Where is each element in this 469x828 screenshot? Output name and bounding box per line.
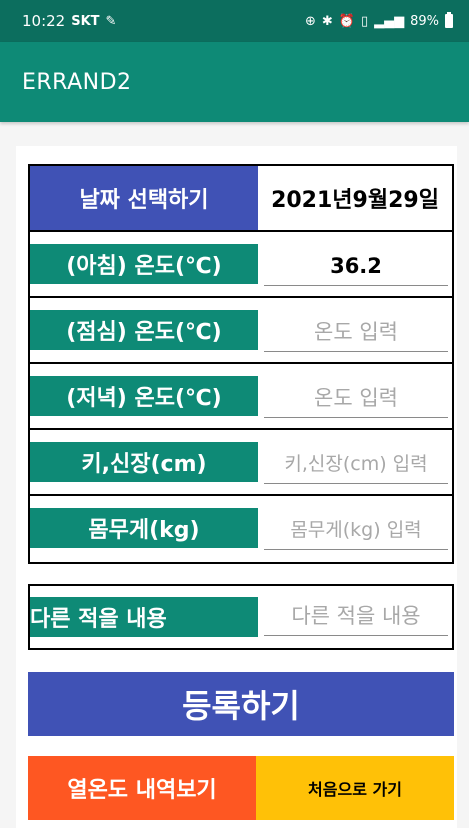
memo-box: 다른 적을 내용: [28, 584, 454, 650]
weight-wrap: [258, 496, 452, 560]
memo-label: 다른 적을 내용: [30, 597, 258, 637]
notification-icon: ✎: [105, 13, 117, 29]
bottom-buttons: 열온도 내역보기 처음으로 가기: [28, 756, 454, 820]
vibrate-icon: ▯: [360, 13, 369, 29]
weight-label: 몸무게(kg): [30, 508, 258, 548]
battery-icon: [445, 12, 453, 28]
status-bar: 10:22 SKT ✎ ⊕ ✱ ⏰ ▯ ▂▄▆ 89%: [0, 0, 469, 42]
lunch-temp-input[interactable]: [264, 312, 448, 352]
lunch-temp-label: (점심) 온도(℃): [30, 310, 258, 350]
date-value: 2021년9월29일: [271, 188, 439, 213]
location-icon: ⊕: [304, 13, 316, 29]
weight-row: 몸무게(kg): [30, 494, 452, 560]
app-bar: ERRAND2: [0, 42, 469, 122]
register-button[interactable]: 등록하기: [28, 672, 454, 736]
morning-temp-input[interactable]: [264, 246, 448, 286]
height-row: 키,신장(cm): [30, 428, 452, 494]
memo-wrap: [258, 586, 452, 648]
battery-percent: 89%: [410, 13, 439, 29]
home-button[interactable]: 처음으로 가기: [256, 756, 454, 820]
bluetooth-icon: ✱: [321, 13, 333, 29]
signal-icon: ▂▄▆: [374, 13, 405, 29]
morning-temp-row: (아침) 온도(℃): [30, 230, 452, 296]
morning-temp-wrap: [258, 232, 452, 296]
history-button[interactable]: 열온도 내역보기: [28, 756, 256, 820]
status-right: ⊕ ✱ ⏰ ▯ ▂▄▆ 89%: [304, 12, 453, 29]
form-box: 날짜 선택하기 2021년9월29일 (아침) 온도(℃) (점심) 온도(℃)…: [28, 164, 454, 564]
dinner-temp-label: (저녁) 온도(℃): [30, 376, 258, 416]
status-left: 10:22 SKT ✎: [22, 12, 116, 30]
date-picker-button[interactable]: 날짜 선택하기: [30, 166, 258, 230]
dinner-temp-wrap: [258, 364, 452, 428]
status-carrier: SKT: [71, 13, 100, 29]
lunch-temp-row: (점심) 온도(℃): [30, 296, 452, 362]
status-time: 10:22: [22, 12, 66, 30]
weight-input[interactable]: [264, 510, 448, 550]
app-title: ERRAND2: [22, 69, 132, 95]
height-wrap: [258, 430, 452, 494]
morning-temp-label: (아침) 온도(℃): [30, 244, 258, 284]
height-input[interactable]: [264, 444, 448, 484]
memo-input[interactable]: [264, 596, 448, 636]
dinner-temp-row: (저녁) 온도(℃): [30, 362, 452, 428]
date-row: 날짜 선택하기 2021년9월29일: [30, 166, 452, 230]
height-label: 키,신장(cm): [30, 442, 258, 482]
date-value-wrap: 2021년9월29일: [258, 166, 452, 230]
lunch-temp-wrap: [258, 298, 452, 362]
alarm-icon: ⏰: [338, 13, 355, 29]
content-area: 날짜 선택하기 2021년9월29일 (아침) 온도(℃) (점심) 온도(℃)…: [16, 146, 457, 828]
dinner-temp-input[interactable]: [264, 378, 448, 418]
